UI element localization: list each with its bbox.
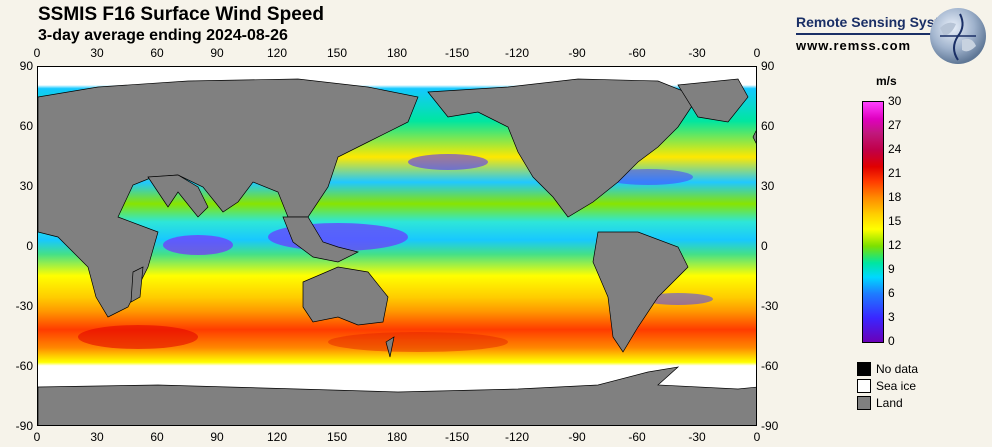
longitude-tick-label: 180 — [386, 46, 408, 60]
legend-swatch — [857, 379, 871, 393]
legend-swatch — [857, 362, 871, 376]
legend-label: No data — [876, 362, 919, 376]
latitude-tick-label: 60 — [19, 119, 33, 133]
colorbar-tick-label: 27 — [888, 118, 902, 132]
southeast-asia — [282, 216, 360, 263]
new-zealand — [385, 336, 395, 358]
latitude-tick-label: -90 — [761, 419, 779, 433]
wind-speed-map[interactable] — [37, 66, 757, 426]
latitude-tick-label: 60 — [761, 119, 775, 133]
longitude-tick-label: 150 — [326, 430, 348, 444]
map-title: SSMIS F16 Surface Wind Speed — [38, 4, 324, 25]
longitude-tick-label: 0 — [753, 46, 761, 60]
longitude-tick-label: -120 — [504, 430, 530, 444]
colorbar-tick-label: 18 — [888, 190, 902, 204]
brand-block[interactable]: Remote Sensing Systems www.remss.com — [796, 14, 967, 53]
south-america — [592, 231, 689, 353]
antarctica — [38, 366, 756, 425]
longitude-tick-label: 60 — [150, 430, 164, 444]
longitude-tick-label: -90 — [568, 46, 586, 60]
legend-item: No data — [857, 362, 918, 376]
madagascar — [130, 266, 144, 303]
low-wind-zone — [163, 235, 233, 255]
latitude-tick-label: -90 — [15, 419, 33, 433]
longitude-tick-label: 120 — [266, 46, 288, 60]
colorbar-unit: m/s — [876, 74, 897, 88]
colorbar-tick-label: 24 — [888, 142, 902, 156]
brand-divider — [796, 33, 954, 35]
latitude-tick-label: -60 — [761, 359, 779, 373]
australia — [302, 266, 389, 326]
low-wind-zone — [643, 293, 713, 305]
header: SSMIS F16 Surface Wind Speed 3-day avera… — [38, 4, 324, 46]
colorbar-tick-label: 9 — [888, 262, 895, 276]
map-canvas — [38, 67, 756, 425]
arabia-india — [147, 174, 209, 218]
iceland-uk — [752, 130, 756, 144]
colorbar-tick-label: 0 — [888, 334, 895, 348]
latitude-tick-label: 0 — [761, 239, 768, 253]
colorbar-tick-label: 6 — [888, 286, 895, 300]
legend-item: Sea ice — [857, 379, 916, 393]
longitude-tick-label: 0 — [753, 430, 761, 444]
legend-item: Land — [857, 396, 903, 410]
latitude-tick-label: 30 — [19, 179, 33, 193]
longitude-tick-label: -60 — [628, 430, 646, 444]
legend-label: Land — [876, 396, 903, 410]
longitude-tick-label: -150 — [444, 430, 470, 444]
low-wind-zone — [408, 154, 488, 170]
brand-name: Remote Sensing Systems — [796, 14, 968, 30]
latitude-tick-label: -60 — [15, 359, 33, 373]
latitude-tick-label: 30 — [761, 179, 775, 193]
longitude-tick-label: -30 — [688, 430, 706, 444]
legend-label: Sea ice — [876, 379, 917, 393]
longitude-tick-label: -120 — [504, 46, 530, 60]
greenland — [677, 78, 749, 123]
colorbar — [862, 101, 884, 343]
colorbar-tick-label: 21 — [888, 166, 902, 180]
high-wind-zone — [78, 325, 198, 349]
longitude-tick-label: -60 — [628, 46, 646, 60]
longitude-tick-label: 90 — [210, 46, 224, 60]
high-wind-zone — [328, 332, 508, 352]
colorbar-tick-label: 3 — [888, 310, 895, 324]
longitude-tick-label: 30 — [90, 46, 104, 60]
longitude-tick-label: 60 — [150, 46, 164, 60]
colorbar-tick-label: 12 — [888, 238, 902, 252]
africa-europe-asia — [38, 78, 419, 318]
longitude-tick-label: -150 — [444, 46, 470, 60]
colorbar-tick-label: 15 — [888, 214, 902, 228]
brand-url[interactable]: www.remss.com — [796, 38, 912, 53]
longitude-tick-label: -90 — [568, 430, 586, 444]
legend-swatch — [857, 396, 871, 410]
longitude-tick-label: 0 — [33, 46, 41, 60]
latitude-tick-label: -30 — [15, 299, 33, 313]
longitude-tick-label: 150 — [326, 46, 348, 60]
north-america — [427, 78, 699, 218]
longitude-tick-label: 30 — [90, 430, 104, 444]
land-masses — [38, 78, 756, 425]
longitude-tick-label: 180 — [386, 430, 408, 444]
latitude-tick-label: 0 — [26, 239, 33, 253]
longitude-tick-label: 120 — [266, 430, 288, 444]
latitude-tick-label: 90 — [19, 59, 33, 73]
longitude-tick-label: 0 — [33, 430, 41, 444]
latitude-tick-label: 90 — [761, 59, 775, 73]
colorbar-tick-label: 30 — [888, 94, 902, 108]
longitude-tick-label: -30 — [688, 46, 706, 60]
longitude-tick-label: 90 — [210, 430, 224, 444]
map-subtitle: 3-day average ending 2024-08-26 — [38, 27, 288, 44]
globe-logo-icon — [930, 8, 986, 64]
latitude-tick-label: -30 — [761, 299, 779, 313]
